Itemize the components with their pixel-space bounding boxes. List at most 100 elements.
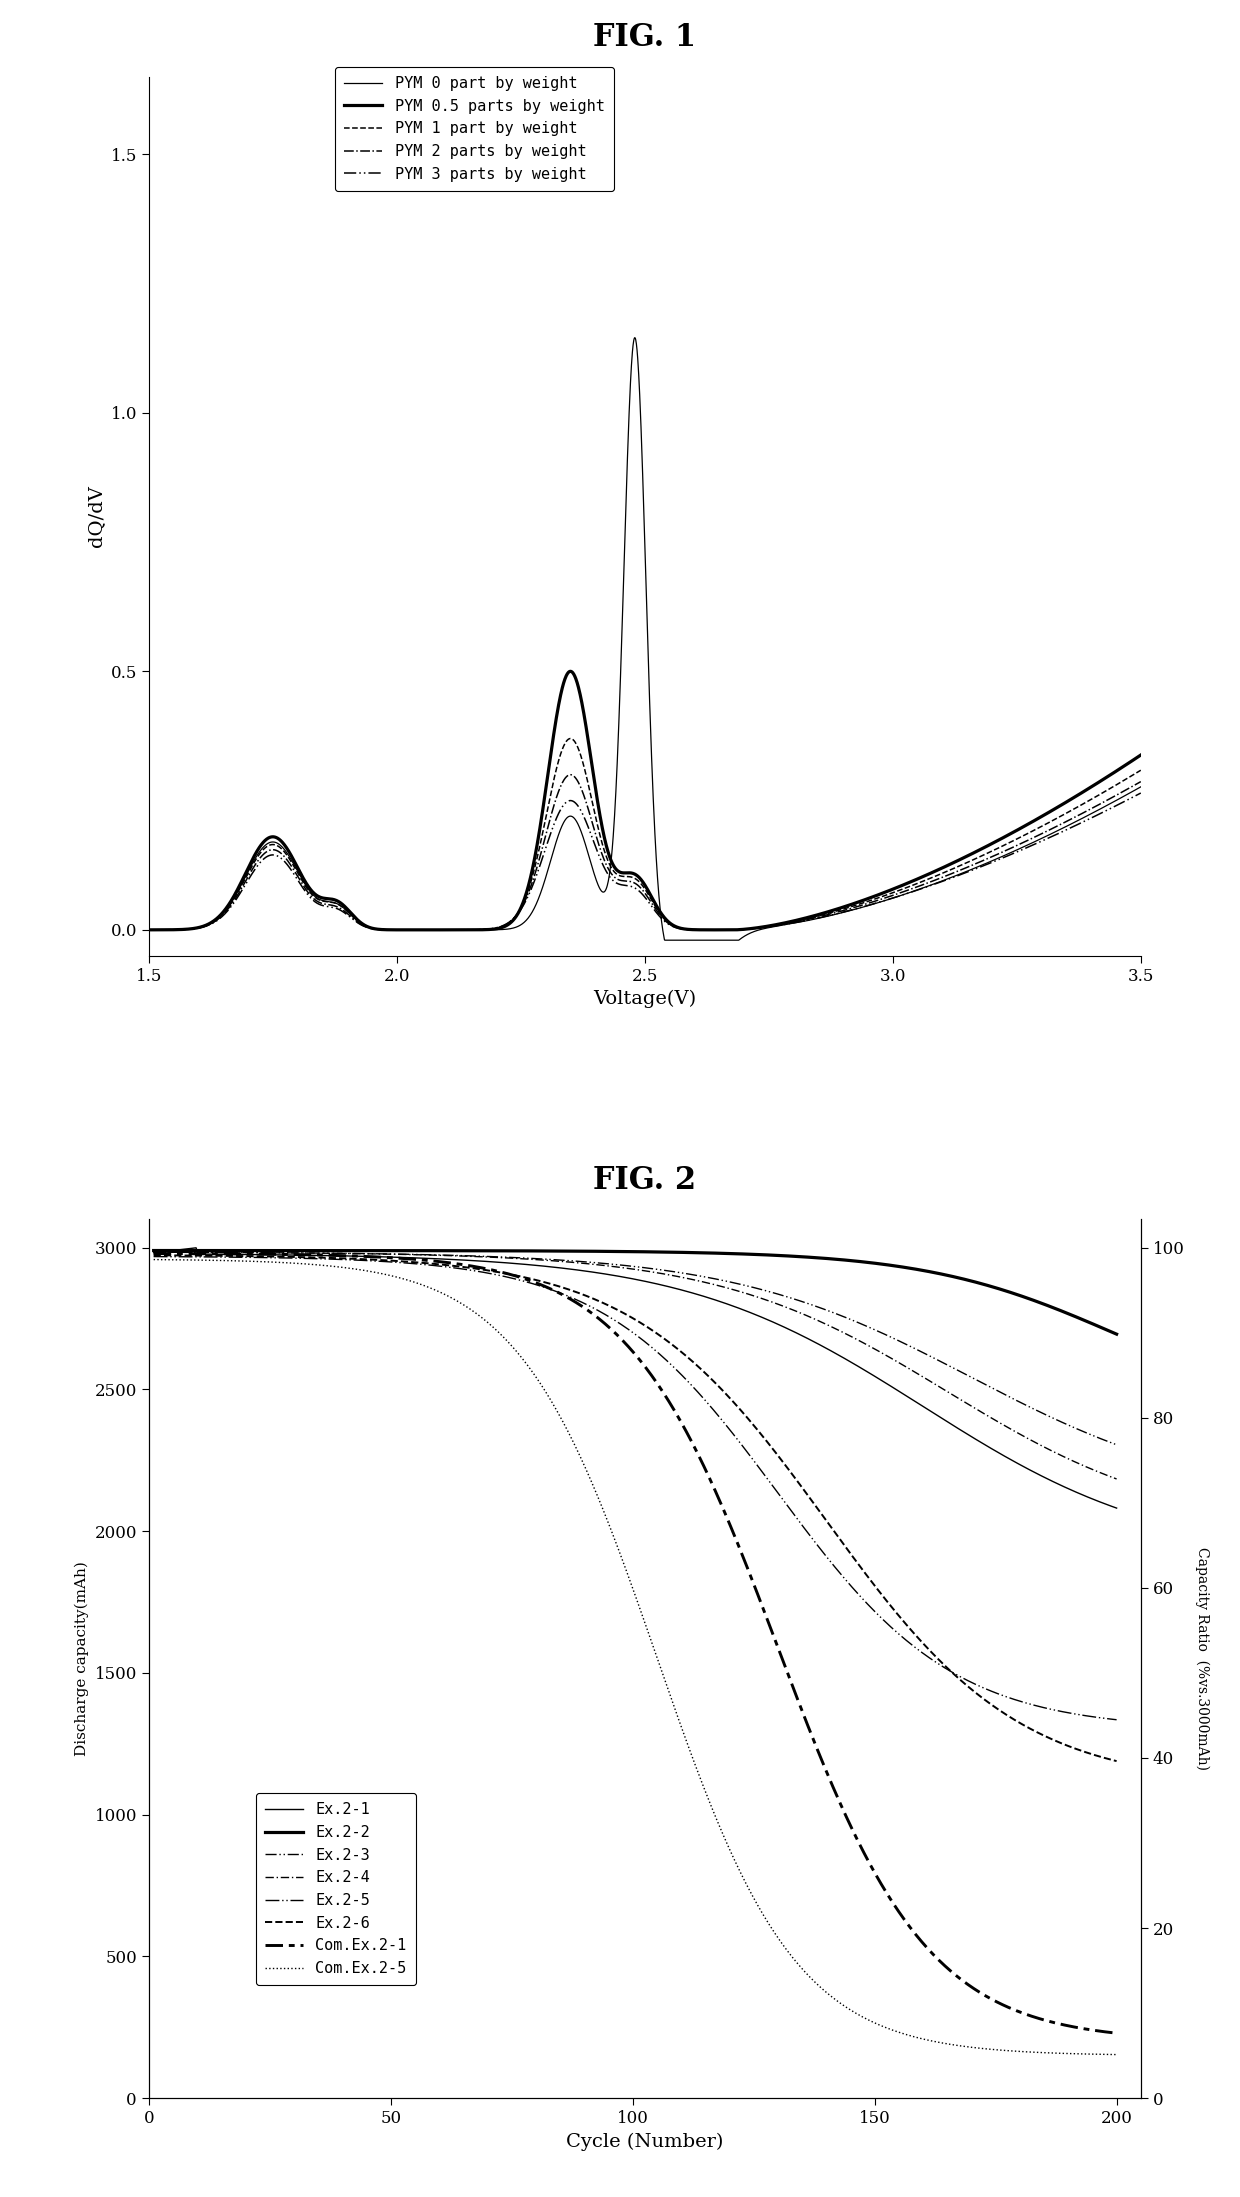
PYM 0 part by weight xyxy=(1133,773,1148,800)
PYM 0 part by weight xyxy=(254,835,269,861)
PYM 1 part by weight xyxy=(1115,769,1130,795)
Ex.2-5 xyxy=(146,1244,161,1270)
PYM 1 part by weight xyxy=(141,916,156,943)
PYM 1 part by weight xyxy=(1133,758,1148,784)
PYM 0.5 parts by weight xyxy=(522,870,537,896)
Y-axis label: Discharge capacity(mAh): Discharge capacity(mAh) xyxy=(74,1562,89,1755)
PYM 0 part by weight xyxy=(1115,784,1130,811)
PYM 0.5 parts by weight xyxy=(1133,743,1148,769)
PYM 0.5 parts by weight xyxy=(565,659,580,685)
Ex.2-5 xyxy=(609,1309,624,1336)
Com.Ex.2-5 xyxy=(604,1516,619,1542)
PYM 0.5 parts by weight xyxy=(563,659,578,685)
Ex.2-4 xyxy=(1109,1465,1123,1492)
Ex.2-2 xyxy=(1109,1320,1123,1347)
Com.Ex.2-5 xyxy=(667,1696,682,1722)
Com.Ex.2-5 xyxy=(1109,2041,1123,2067)
Com.Ex.2-1 xyxy=(667,1397,682,1424)
PYM 1 part by weight xyxy=(565,725,580,751)
Ex.2-3 xyxy=(609,1252,624,1279)
Ex.2-1 xyxy=(1109,1494,1123,1520)
PYM 0 part by weight xyxy=(1008,837,1023,863)
Ex.2-1 xyxy=(670,1276,684,1303)
Title: FIG. 1: FIG. 1 xyxy=(593,22,697,53)
Line: Com.Ex.2-5: Com.Ex.2-5 xyxy=(154,1259,1116,2054)
PYM 0.5 parts by weight xyxy=(1008,817,1023,844)
PYM 0.5 parts by weight xyxy=(1115,754,1130,780)
PYM 2 parts by weight xyxy=(314,890,329,916)
PYM 0.5 parts by weight xyxy=(314,883,329,910)
Com.Ex.2-1 xyxy=(604,1316,619,1342)
PYM 0 part by weight xyxy=(564,804,579,830)
Ex.2-3 xyxy=(935,1349,950,1375)
PYM 0.5 parts by weight xyxy=(141,916,156,943)
Ex.2-6 xyxy=(935,1650,950,1676)
PYM 3 parts by weight xyxy=(314,892,329,918)
Line: Ex.2-2: Ex.2-2 xyxy=(154,1250,1116,1334)
Ex.2-1 xyxy=(188,1235,203,1261)
PYM 0.5 parts by weight xyxy=(254,830,269,857)
Ex.2-1 xyxy=(722,1292,737,1318)
PYM 1 part by weight xyxy=(1008,826,1023,852)
Ex.2-5 xyxy=(1109,1707,1123,1733)
Ex.2-2 xyxy=(667,1239,682,1265)
Ex.2-6 xyxy=(719,1382,734,1408)
Ex.2-6 xyxy=(604,1294,619,1320)
Com.Ex.2-1 xyxy=(609,1320,624,1347)
Line: PYM 1 part by weight: PYM 1 part by weight xyxy=(149,738,1141,929)
Ex.2-4 xyxy=(604,1252,619,1279)
PYM 0 part by weight xyxy=(141,916,156,943)
PYM 3 parts by weight xyxy=(522,881,537,907)
PYM 0 part by weight xyxy=(522,903,537,929)
PYM 3 parts by weight xyxy=(564,789,579,815)
Legend: PYM 0 part by weight, PYM 0.5 parts by weight, PYM 1 part by weight, PYM 2 parts: PYM 0 part by weight, PYM 0.5 parts by w… xyxy=(335,66,614,191)
Line: PYM 0.5 parts by weight: PYM 0.5 parts by weight xyxy=(149,672,1141,929)
Ex.2-5 xyxy=(604,1305,619,1331)
Ex.2-2 xyxy=(146,1237,161,1263)
Ex.2-3 xyxy=(667,1259,682,1285)
Ex.2-2 xyxy=(719,1241,734,1268)
Ex.2-6 xyxy=(667,1334,682,1360)
Com.Ex.2-1 xyxy=(1109,2019,1123,2045)
Ex.2-6 xyxy=(1086,1742,1101,1769)
Ex.2-6 xyxy=(609,1296,624,1323)
X-axis label: Cycle (Number): Cycle (Number) xyxy=(567,2133,723,2151)
Ex.2-4 xyxy=(719,1274,734,1301)
Com.Ex.2-5 xyxy=(935,2030,950,2056)
Line: Com.Ex.2-1: Com.Ex.2-1 xyxy=(154,1254,1116,2032)
PYM 3 parts by weight xyxy=(727,916,742,943)
Ex.2-1 xyxy=(1087,1487,1102,1514)
PYM 0 part by weight xyxy=(314,888,329,914)
Com.Ex.2-1 xyxy=(146,1241,161,1268)
PYM 2 parts by weight xyxy=(141,916,156,943)
Ex.2-3 xyxy=(604,1250,619,1276)
Com.Ex.2-5 xyxy=(1086,2041,1101,2067)
PYM 3 parts by weight xyxy=(1115,789,1130,815)
Line: Ex.2-3: Ex.2-3 xyxy=(154,1252,1116,1446)
PYM 1 part by weight xyxy=(314,888,329,914)
Com.Ex.2-5 xyxy=(146,1246,161,1272)
PYM 2 parts by weight xyxy=(1133,769,1148,795)
Line: PYM 3 parts by weight: PYM 3 parts by weight xyxy=(149,793,1141,929)
PYM 0 part by weight xyxy=(657,927,672,953)
PYM 1 part by weight xyxy=(254,837,269,863)
Line: Ex.2-5: Ex.2-5 xyxy=(154,1257,1116,1720)
Ex.2-2 xyxy=(604,1239,619,1265)
PYM 0 part by weight xyxy=(627,325,642,352)
Title: FIG. 2: FIG. 2 xyxy=(593,1164,697,1195)
Ex.2-2 xyxy=(1086,1312,1101,1338)
Ex.2-2 xyxy=(935,1261,950,1287)
Line: Ex.2-4: Ex.2-4 xyxy=(154,1252,1116,1479)
PYM 2 parts by weight xyxy=(522,877,537,903)
Line: PYM 2 parts by weight: PYM 2 parts by weight xyxy=(149,776,1141,929)
X-axis label: Voltage(V): Voltage(V) xyxy=(593,991,697,1008)
PYM 3 parts by weight xyxy=(1133,780,1148,806)
Ex.2-2 xyxy=(609,1239,624,1265)
Ex.2-6 xyxy=(146,1241,161,1268)
Line: PYM 0 part by weight: PYM 0 part by weight xyxy=(149,338,1141,940)
Line: Ex.2-6: Ex.2-6 xyxy=(154,1254,1116,1762)
PYM 1 part by weight xyxy=(563,725,578,751)
Ex.2-1 xyxy=(611,1263,626,1290)
PYM 2 parts by weight xyxy=(563,762,578,789)
Ex.2-3 xyxy=(719,1268,734,1294)
